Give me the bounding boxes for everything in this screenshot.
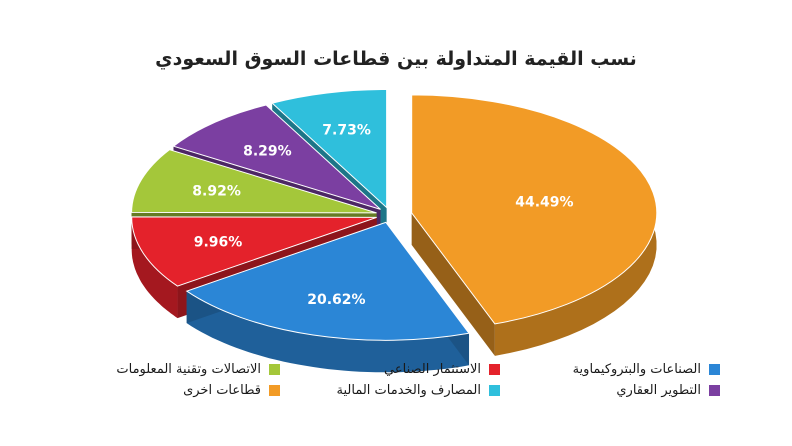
data-label-5: 7.73%: [322, 123, 371, 139]
legend-item-0: الصناعات والبتروكيماوية: [500, 362, 720, 377]
legend-label-4: المصارف والخدمات المالية: [336, 383, 481, 398]
legend-swatch-0: [709, 364, 720, 375]
data-label-1: 20.62%: [307, 292, 365, 308]
data-label-4: 8.29%: [243, 143, 292, 159]
legend-swatch-3: [709, 385, 720, 396]
pie-wall-1: [186, 291, 469, 373]
legend-label-5: قطاعات اخرى: [183, 383, 261, 398]
pie-slice-0: [411, 94, 658, 325]
chart-legend: الصناعات والبتروكيماوية الاستثمار الصناعي…: [60, 362, 720, 398]
data-label-2: 9.96%: [194, 235, 243, 251]
pie-side-0-1: [411, 212, 495, 356]
legend-label-2: الاتصالات وتقنية المعلومات: [116, 362, 261, 377]
legend-label-1: الاستثمار الصناعي: [384, 362, 481, 377]
pie-slice-1: [185, 221, 470, 341]
legend-item-3: التطوير العقاري: [500, 383, 720, 398]
data-label-3: 8.92%: [192, 183, 241, 199]
pie-slice-3: [131, 149, 377, 214]
legend-swatch-5: [269, 385, 280, 396]
pie-slice-4: [172, 104, 381, 210]
legend-label-0: الصناعات والبتروكيماوية: [572, 362, 701, 377]
legend-swatch-4: [489, 385, 500, 396]
legend-item-4: المصارف والخدمات المالية: [280, 383, 500, 398]
pie-slice-5: [271, 88, 388, 209]
data-label-0: 44.49%: [515, 195, 573, 211]
legend-swatch-2: [269, 364, 280, 375]
legend-label-3: التطوير العقاري: [616, 383, 701, 398]
legend-item-2: الاتصالات وتقنية المعلومات: [60, 362, 280, 377]
legend-item-5: قطاعات اخرى: [60, 383, 280, 398]
legend-swatch-1: [489, 364, 500, 375]
pie-slice-2: [131, 216, 377, 287]
chart-title: نسب القيمة المتداولة بين قطاعات السوق ال…: [155, 48, 637, 70]
legend-item-1: الاستثمار الصناعي: [280, 362, 500, 377]
